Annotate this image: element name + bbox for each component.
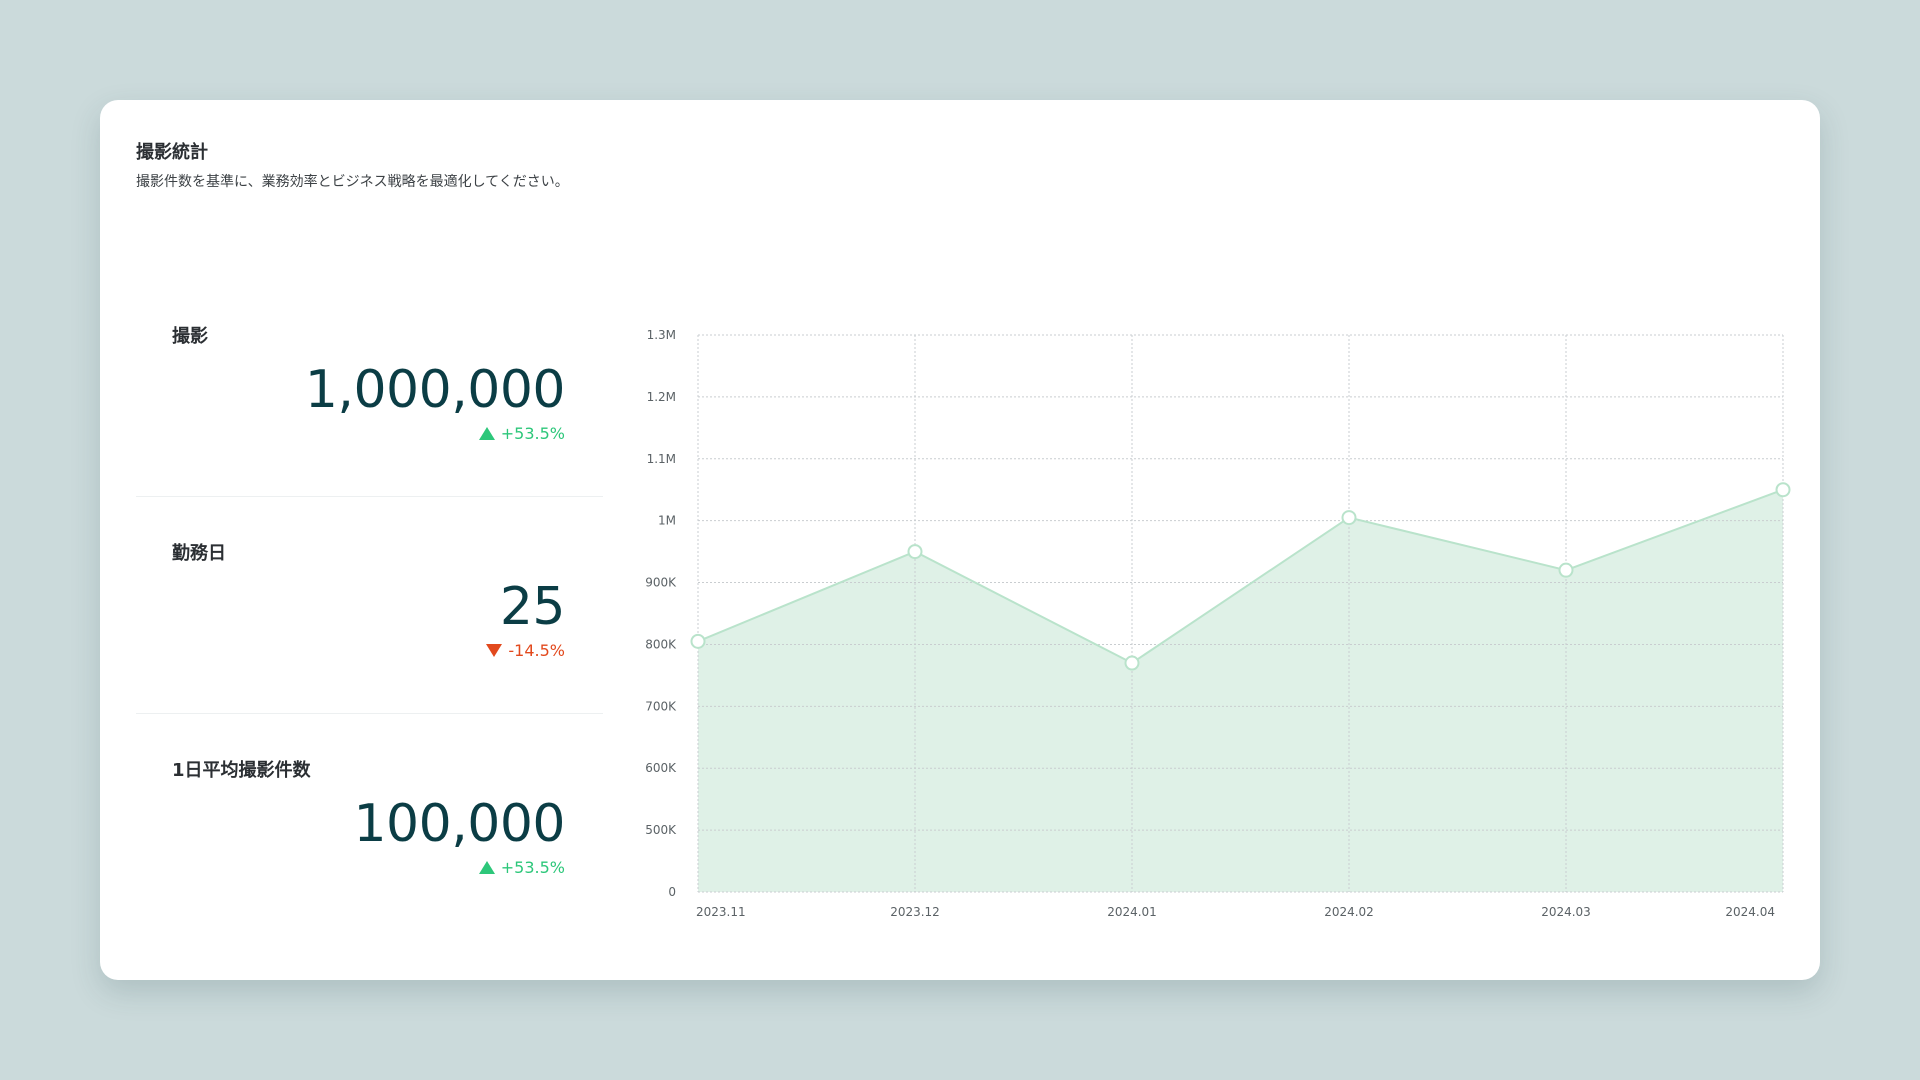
trend-up-icon [478,861,495,874]
stat-value: 1,000,000 [304,360,566,420]
y-tick-label: 900K [645,576,677,590]
data-point [907,544,923,560]
area-chart: 0 500K 600K 700K 800K 900K 1M 1.1M 1.2M 1.3M 2023.… [645,328,1791,919]
y-tick-label: 800K [645,637,677,651]
stat-change: +53.5% [478,424,565,443]
x-tick-label: 2024.03 [1541,905,1591,919]
stat-shooting: 撮影 1,000,000 +53.5% [136,280,603,497]
stat-label: 1日平均撮影件数 [172,760,311,781]
y-tick-label: 600K [645,761,677,775]
stat-value: 25 [499,577,566,637]
stat-label: 勤務日 [172,543,226,564]
x-tick-label: 2024.02 [1324,905,1374,919]
data-point [1775,482,1791,498]
y-tick-label: 1.2M [647,390,676,404]
x-tick-label: 2024.01 [1107,905,1157,919]
card-subtitle: 撮影件数を基準に、業務効率とビジネス戦略を最適化してください。 [136,174,569,190]
stats-card: 撮影統計 撮影件数を基準に、業務効率とビジネス戦略を最適化してください。 撮影 … [100,100,1820,980]
stat-change-text: +53.5% [500,424,565,443]
area-fill [698,489,1783,892]
data-point [690,633,706,649]
data-point [1124,655,1140,671]
data-point [1558,562,1574,578]
y-tick-label: 1M [658,514,676,528]
y-tick-label: 1.1M [647,452,676,466]
y-tick-label: 700K [645,699,677,713]
x-tick-label: 2024.04 [1725,905,1775,919]
trend-up-icon [478,427,495,440]
data-point [1341,510,1357,526]
stat-change: +53.5% [478,858,565,877]
stat-change-text: +53.5% [500,858,565,877]
series-line [697,488,1784,665]
card-title: 撮影統計 [136,142,208,163]
stat-change-text: -14.5% [508,641,565,660]
y-tick-label: 0 [668,885,676,899]
trend-down-icon [486,644,503,657]
stat-daily-average: 1日平均撮影件数 100,000 +53.5% [136,714,603,930]
y-tick-label: 1.3M [647,328,676,342]
stat-change: -14.5% [486,641,565,660]
y-tick-label: 500K [645,823,677,837]
stat-label: 撮影 [172,326,208,347]
x-tick-label: 2023.11 [696,905,746,919]
stats-panel: 撮影 1,000,000 +53.5% 勤務日 25 -14.5% 1日平均撮影… [136,280,603,930]
x-tick-label: 2023.12 [890,905,940,919]
stat-workdays: 勤務日 25 -14.5% [136,497,603,714]
stat-value: 100,000 [353,794,565,854]
